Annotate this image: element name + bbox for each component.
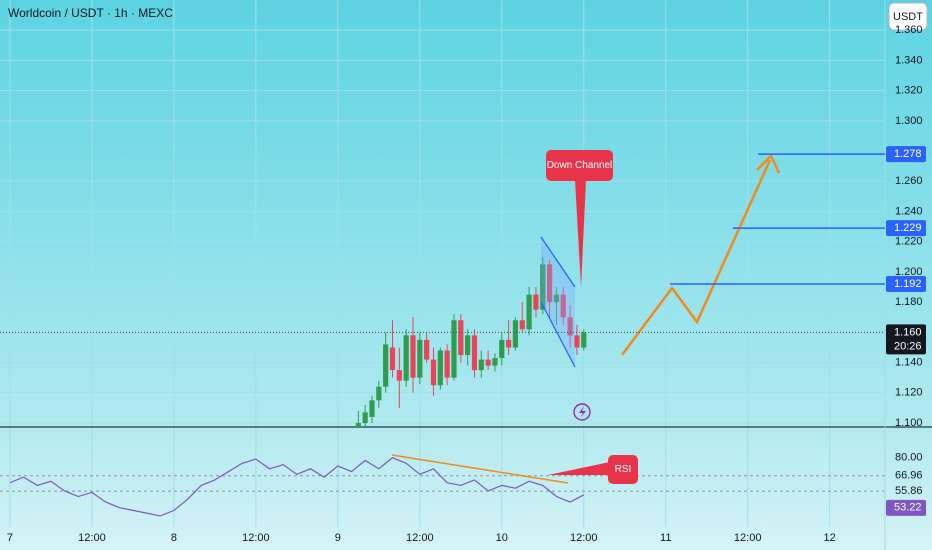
x-tick-label: 12:00 [406,532,434,544]
projection-path [620,159,772,356]
y-tick-label: 1.120 [895,387,923,399]
rsi-trendline [391,454,569,484]
y-tick-label: 1.100 [895,417,923,429]
price-level-label: 1.229 [894,222,922,234]
candle-body [492,358,498,366]
y-tick-label: 1.140 [895,356,923,368]
candle-body [430,359,437,386]
x-tick-label: 12:00 [242,532,270,544]
event-icon [579,406,586,418]
candle-body [567,317,573,336]
rsi-pane [9,457,585,517]
x-tick-label: 9 [335,532,341,544]
price-pane [355,256,587,427]
callout-tail [552,180,586,287]
candle-body [465,335,471,356]
y-tick-label: 1.300 [895,115,923,127]
candle-body [362,412,368,423]
candle-body [553,294,560,303]
price-level-box [886,146,926,163]
y-tick-label: 1.220 [895,236,923,248]
currency-label[interactable]: USDT [893,11,923,23]
x-tick-label: 7 [7,532,13,544]
price-level-box [886,220,926,237]
price-level-label: 1.192 [894,278,922,290]
candle-body [526,294,532,330]
last-price-box [886,324,926,355]
y-tick-label: 1.240 [895,205,923,217]
candle-body [396,370,402,381]
chart-title: Worldcoin / USDT · 1h · MEXC [8,6,173,20]
rsi-value-box [886,499,926,516]
x-tick-label: 8 [171,532,177,544]
axis-labels: 7 12:00 8 12:00 9 12:00 10 12:00 11 12:00 12 1.100 1… [0,24,926,544]
callout-label: RSI [615,464,632,475]
x-tick-label: 12 [824,532,836,544]
countdown-label: 20:26 [894,340,922,352]
candle-body [485,359,491,366]
event-icon [573,403,591,421]
candle-body [417,339,423,378]
y-tick-label: 66.96 [895,470,923,482]
rsi-value-label: 53.22 [894,502,922,514]
price-level-label: 1.278 [894,148,922,160]
candle-body [437,350,443,386]
price-level-box [886,276,926,293]
callout-box [546,150,613,181]
y-tick-label: 1.180 [895,296,923,308]
projection-arrow [756,153,781,174]
drawings: Down Channel RSI [391,150,781,484]
x-tick-label: 12:00 [734,532,762,544]
candle-body [410,335,416,378]
callout-box [608,455,638,484]
candle-body [581,332,587,348]
grid [0,0,885,527]
currency-button[interactable] [888,2,928,31]
candle-body [376,386,382,401]
candle-body [355,423,361,427]
candle-body [560,294,566,318]
rsi-line [9,457,585,517]
candle-body [424,339,430,360]
candle-body [471,335,478,371]
x-tick-label: 12:00 [78,532,106,544]
y-tick-label: 1.320 [895,85,923,97]
candle-body [458,320,464,356]
y-tick-label: 1.260 [895,175,923,187]
candle-body [574,335,580,348]
y-tick-label: 1.360 [895,24,923,36]
candle-body [389,347,396,371]
channel-line [540,301,576,368]
candle-body [540,264,546,310]
channel-line [540,236,576,288]
candle-body [499,339,505,359]
candle-body [512,320,519,348]
x-tick-label: 10 [496,532,508,544]
y-tick-label: 1.200 [895,266,923,278]
callout-label: Down Channel [547,160,613,171]
candle-body [506,339,512,348]
y-tick-label: 80.00 [895,452,923,464]
channel-fill [541,237,575,367]
candle-body [383,344,389,387]
candle-body [519,320,525,330]
x-tick-label: 11 [660,532,671,544]
candle-body [403,335,409,381]
callout-tail [548,462,610,475]
candle-body [444,350,450,378]
candle-body [547,264,553,303]
y-tick-label: 55.86 [895,485,923,497]
candle-body [533,294,539,310]
candle-body [369,400,375,417]
last-price-label: 1.160 [894,326,922,338]
candle-body [478,359,484,371]
y-tick-label: 1.340 [895,54,923,66]
candle-body [451,320,457,378]
x-tick-label: 12:00 [570,532,598,544]
